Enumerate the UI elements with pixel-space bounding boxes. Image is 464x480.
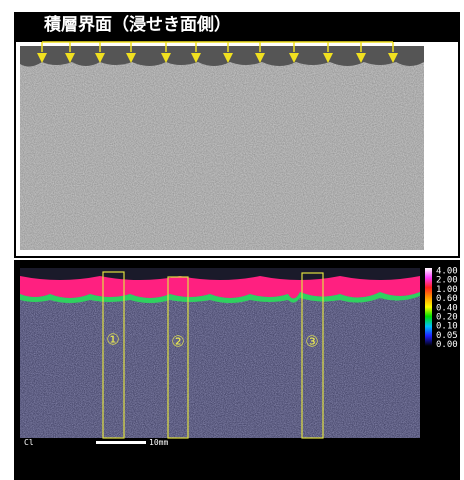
scale-bar xyxy=(96,441,146,444)
element-label: Cl xyxy=(24,438,34,447)
region-label: ① xyxy=(106,331,119,349)
region-label: ③ xyxy=(305,333,318,351)
title: 積層界面（浸せき面側） xyxy=(44,14,231,35)
region-label: ② xyxy=(171,333,184,351)
color-bar xyxy=(425,268,432,346)
background-top xyxy=(20,268,420,280)
color-scale-label: 0.00 xyxy=(436,340,458,350)
figure: 積層界面（浸せき面側） ① ② ③ 4.002.001.000.600.400.… xyxy=(0,0,464,480)
scale-bar-label: 10mm xyxy=(149,438,168,447)
photo-texture xyxy=(20,46,424,250)
